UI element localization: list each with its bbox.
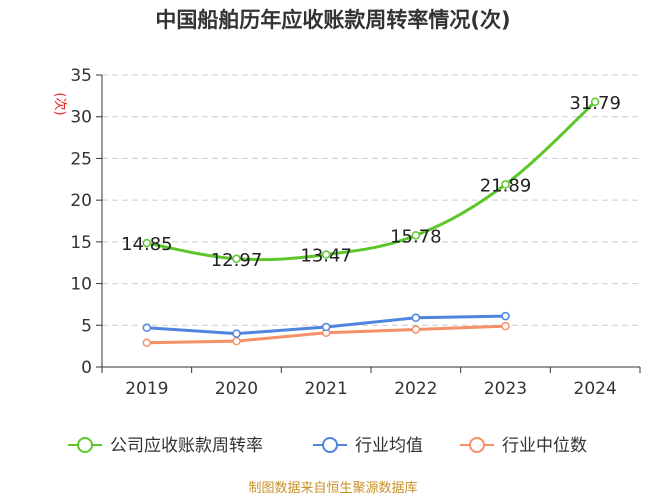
data-point — [411, 231, 421, 240]
data-point — [142, 338, 152, 348]
data-point — [321, 250, 331, 259]
y-axis-label: (次) — [52, 92, 68, 115]
legend-marker — [77, 437, 93, 453]
data-point — [501, 180, 510, 189]
data-point — [232, 254, 241, 264]
data-label: 14.85 — [121, 234, 173, 255]
data-point — [590, 97, 600, 107]
data-labels: 14.85 12.97 13.47 15.78 21.89 31.79 — [121, 93, 621, 271]
data-point — [232, 336, 241, 346]
x-tick-label: 2024 — [574, 379, 617, 399]
series-layer — [142, 97, 600, 348]
data-point — [232, 329, 241, 338]
y-tick-label: 0 — [81, 358, 92, 378]
legend: 公司应收账款周转率 行业均值 行业中位数 — [68, 436, 587, 456]
data-label: 13.47 — [300, 246, 352, 267]
x-tick-label: 2023 — [484, 379, 527, 399]
y-tick-label: 10 — [70, 275, 92, 295]
data-label: 15.78 — [390, 226, 442, 247]
data-label: 21.89 — [480, 175, 532, 196]
y-tick-label: 15 — [70, 233, 92, 253]
data-label: 12.97 — [211, 250, 263, 271]
legend-label: 行业中位数 — [502, 436, 587, 456]
data-point — [411, 313, 421, 323]
y-tick-label: 5 — [81, 316, 92, 336]
axes: 0 5 10 15 20 25 30 35 2019 2020 2021 2022 2023 2024 — [70, 66, 641, 399]
legend-marker — [322, 437, 338, 453]
data-label: 31.79 — [569, 93, 621, 114]
data-point — [501, 311, 510, 321]
x-tick-label: 2022 — [394, 379, 437, 399]
data-point — [501, 321, 510, 331]
data-point — [321, 322, 331, 332]
x-tick-label: 2019 — [125, 379, 168, 399]
grid-lines — [102, 74, 640, 326]
source-note: 制图数据来自恒生聚源数据库 — [248, 480, 417, 496]
data-point — [142, 238, 152, 248]
legend-label: 行业均值 — [355, 436, 423, 456]
x-tick-label: 2020 — [215, 379, 258, 399]
y-tick-label: 20 — [70, 191, 92, 211]
legend-label: 公司应收账款周转率 — [110, 436, 263, 456]
legend-marker — [469, 437, 485, 453]
data-point — [142, 323, 152, 333]
y-tick-label: 35 — [70, 66, 92, 86]
series-line — [146, 100, 597, 262]
y-tick-label: 30 — [70, 108, 92, 128]
x-tick-label: 2021 — [305, 379, 348, 399]
y-tick-label: 25 — [70, 149, 92, 169]
data-point — [411, 325, 421, 334]
chart-title: 中国船舶历年应收账款周转率情况(次) — [155, 8, 510, 32]
